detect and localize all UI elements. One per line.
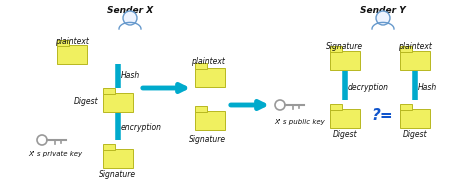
FancyBboxPatch shape: [103, 93, 133, 112]
FancyBboxPatch shape: [195, 111, 225, 130]
FancyBboxPatch shape: [57, 40, 69, 46]
FancyBboxPatch shape: [330, 109, 360, 128]
Text: Hash: Hash: [418, 83, 437, 91]
Text: plaintext: plaintext: [55, 37, 89, 46]
Text: X' s private key: X' s private key: [28, 151, 82, 157]
Text: Signature: Signature: [190, 135, 227, 144]
Text: decryption: decryption: [348, 83, 389, 91]
Text: plaintext: plaintext: [398, 42, 432, 51]
Text: Sender X: Sender X: [107, 6, 153, 15]
FancyBboxPatch shape: [57, 45, 87, 64]
Circle shape: [123, 11, 137, 25]
FancyBboxPatch shape: [330, 51, 360, 70]
Text: Sender Y: Sender Y: [360, 6, 406, 15]
Text: Digest: Digest: [333, 130, 357, 139]
FancyBboxPatch shape: [195, 63, 207, 69]
Text: plaintext: plaintext: [191, 57, 225, 66]
FancyBboxPatch shape: [103, 144, 115, 150]
Text: encryption: encryption: [121, 124, 162, 133]
FancyBboxPatch shape: [400, 109, 430, 128]
FancyBboxPatch shape: [330, 46, 342, 52]
FancyBboxPatch shape: [330, 104, 342, 110]
FancyBboxPatch shape: [195, 68, 225, 87]
Text: Hash: Hash: [121, 71, 140, 80]
Text: Digest: Digest: [403, 130, 428, 139]
FancyBboxPatch shape: [195, 106, 207, 112]
FancyBboxPatch shape: [400, 104, 412, 110]
FancyBboxPatch shape: [400, 51, 430, 70]
Text: Signature: Signature: [100, 170, 137, 179]
FancyBboxPatch shape: [103, 88, 115, 94]
Circle shape: [376, 11, 390, 25]
Text: ?=: ?=: [371, 108, 393, 124]
Text: X' s public key: X' s public key: [274, 119, 325, 125]
FancyBboxPatch shape: [400, 46, 412, 52]
Text: Signature: Signature: [327, 42, 364, 51]
FancyBboxPatch shape: [103, 149, 133, 168]
Text: Digest: Digest: [73, 97, 98, 107]
